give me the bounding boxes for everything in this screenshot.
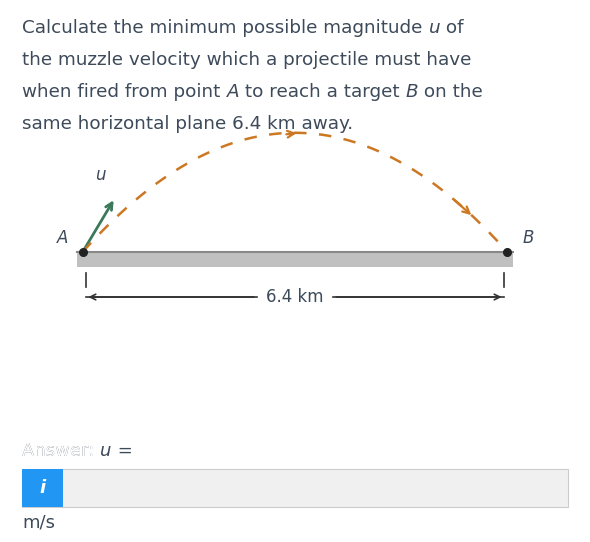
Text: to reach a target: to reach a target	[240, 83, 406, 101]
Text: of: of	[440, 19, 464, 37]
Text: Answer:: Answer:	[22, 442, 100, 460]
Bar	[22, 469, 63, 507]
Text: B: B	[522, 229, 533, 247]
Text: A: A	[57, 229, 68, 247]
Text: B: B	[406, 83, 418, 101]
Text: 6.4 km: 6.4 km	[266, 288, 324, 306]
Text: u: u	[429, 19, 440, 37]
Bar	[22, 469, 568, 507]
Text: same horizontal plane 6.4 km away.: same horizontal plane 6.4 km away.	[22, 115, 353, 133]
Text: A: A	[227, 83, 240, 101]
Text: Calculate the minimum possible magnitude: Calculate the minimum possible magnitude	[22, 19, 429, 37]
Bar	[77, 252, 513, 267]
Text: u: u	[95, 166, 106, 184]
Text: =: =	[112, 442, 133, 460]
Text: on the: on the	[418, 83, 483, 101]
Text: m/s: m/s	[22, 514, 55, 532]
Text: Answer:: Answer:	[22, 442, 100, 460]
Text: u: u	[100, 442, 112, 460]
Text: the muzzle velocity which a projectile must have: the muzzle velocity which a projectile m…	[22, 51, 472, 69]
Text: i: i	[40, 479, 45, 497]
Text: when fired from point: when fired from point	[22, 83, 227, 101]
